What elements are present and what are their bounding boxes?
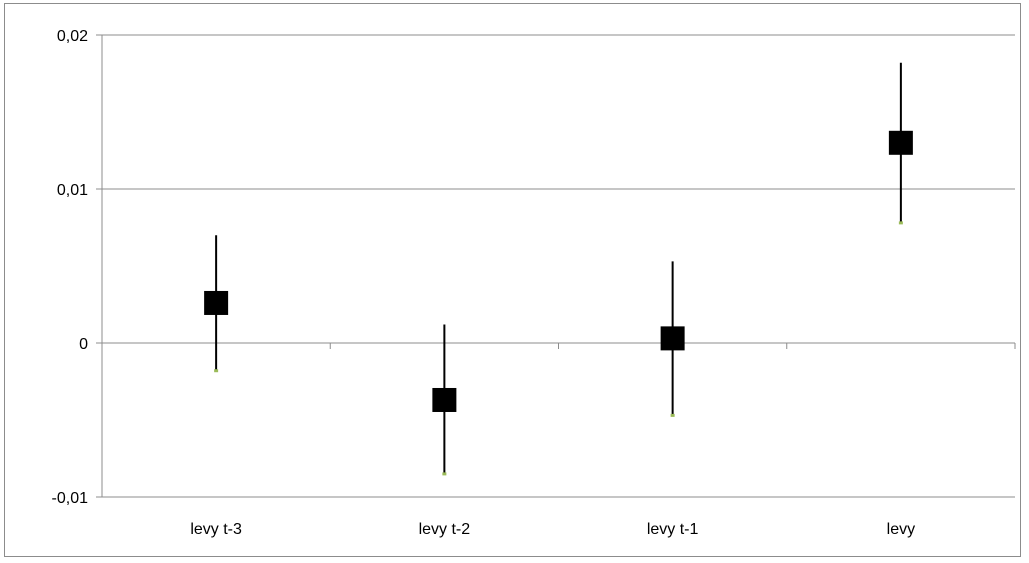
error-bar-lower-cap bbox=[442, 472, 447, 476]
x-tick-label: levy bbox=[887, 521, 915, 538]
data-point-marker bbox=[432, 387, 457, 412]
x-tick-label: levy t-1 bbox=[647, 521, 699, 538]
y-tick-label: 0 bbox=[79, 336, 88, 353]
data-point-marker bbox=[660, 326, 685, 351]
data-point-marker bbox=[204, 290, 229, 315]
error-bar-lower-cap bbox=[214, 369, 219, 373]
error-bar-lower-cap bbox=[898, 221, 903, 225]
x-tick-label: levy t-2 bbox=[419, 521, 471, 538]
y-tick-label: 0,01 bbox=[57, 182, 88, 199]
y-tick-label: 0,02 bbox=[57, 28, 88, 45]
data-point-marker bbox=[888, 130, 913, 155]
chart-frame bbox=[4, 3, 1021, 557]
error-bar-lower-cap bbox=[670, 413, 675, 417]
x-tick-label: levy t-3 bbox=[190, 521, 242, 538]
y-tick-label: -0,01 bbox=[52, 490, 89, 507]
